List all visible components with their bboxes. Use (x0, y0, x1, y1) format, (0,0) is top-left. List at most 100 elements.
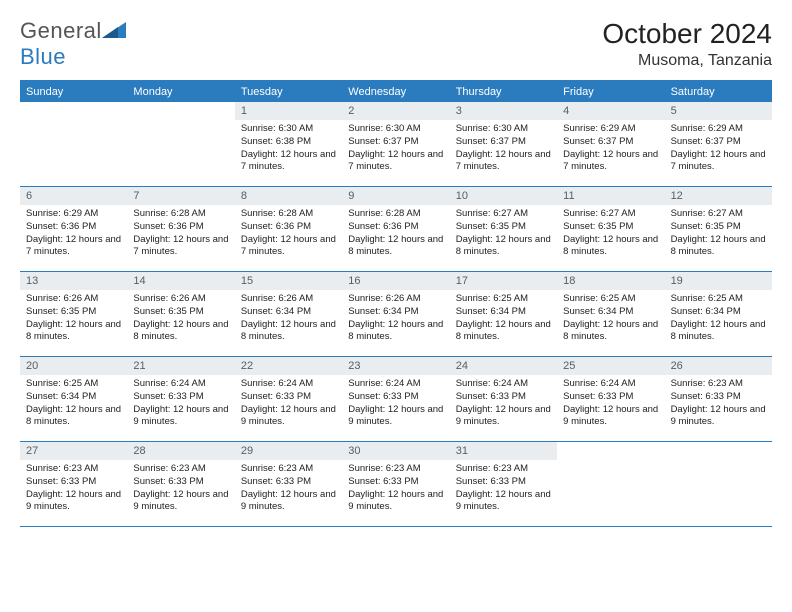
daylight-line: Daylight: 12 hours and 7 minutes. (241, 149, 336, 175)
calendar-day: 4Sunrise: 6:29 AMSunset: 6:37 PMDaylight… (557, 102, 664, 186)
calendar-day: 9Sunrise: 6:28 AMSunset: 6:36 PMDaylight… (342, 187, 449, 271)
sunrise-line: Sunrise: 6:25 AM (671, 293, 766, 306)
daylight-line: Daylight: 12 hours and 7 minutes. (241, 234, 336, 260)
daylight-line: Daylight: 12 hours and 9 minutes. (456, 489, 551, 515)
sunrise-line: Sunrise: 6:28 AM (241, 208, 336, 221)
dow-cell: Saturday (665, 82, 772, 102)
calendar-day: 28Sunrise: 6:23 AMSunset: 6:33 PMDayligh… (127, 442, 234, 526)
day-details: Sunrise: 6:23 AMSunset: 6:33 PMDaylight:… (235, 460, 342, 518)
sunset-line: Sunset: 6:33 PM (456, 391, 551, 404)
calendar-week: 6Sunrise: 6:29 AMSunset: 6:36 PMDaylight… (20, 187, 772, 272)
day-number: 15 (235, 272, 342, 290)
daylight-line: Daylight: 12 hours and 9 minutes. (26, 489, 121, 515)
calendar-day: 31Sunrise: 6:23 AMSunset: 6:33 PMDayligh… (450, 442, 557, 526)
calendar-week: 1Sunrise: 6:30 AMSunset: 6:38 PMDaylight… (20, 102, 772, 187)
day-of-week-header: SundayMondayTuesdayWednesdayThursdayFrid… (20, 82, 772, 102)
day-number: 29 (235, 442, 342, 460)
day-details: Sunrise: 6:24 AMSunset: 6:33 PMDaylight:… (127, 375, 234, 433)
sunrise-line: Sunrise: 6:26 AM (348, 293, 443, 306)
calendar-day: 20Sunrise: 6:25 AMSunset: 6:34 PMDayligh… (20, 357, 127, 441)
sunset-line: Sunset: 6:33 PM (348, 391, 443, 404)
day-details: Sunrise: 6:25 AMSunset: 6:34 PMDaylight:… (450, 290, 557, 348)
calendar-day: 13Sunrise: 6:26 AMSunset: 6:35 PMDayligh… (20, 272, 127, 356)
daylight-line: Daylight: 12 hours and 8 minutes. (671, 319, 766, 345)
calendar-day: 19Sunrise: 6:25 AMSunset: 6:34 PMDayligh… (665, 272, 772, 356)
sunrise-line: Sunrise: 6:26 AM (133, 293, 228, 306)
sunset-line: Sunset: 6:35 PM (456, 221, 551, 234)
day-number: 16 (342, 272, 449, 290)
sunrise-line: Sunrise: 6:23 AM (671, 378, 766, 391)
calendar-day: 30Sunrise: 6:23 AMSunset: 6:33 PMDayligh… (342, 442, 449, 526)
sunset-line: Sunset: 6:33 PM (26, 476, 121, 489)
sunset-line: Sunset: 6:34 PM (241, 306, 336, 319)
logo-text: General Blue (20, 18, 126, 70)
sunset-line: Sunset: 6:34 PM (26, 391, 121, 404)
calendar-day: 1Sunrise: 6:30 AMSunset: 6:38 PMDaylight… (235, 102, 342, 186)
day-number: 4 (557, 102, 664, 120)
daylight-line: Daylight: 12 hours and 7 minutes. (348, 149, 443, 175)
calendar-day: 14Sunrise: 6:26 AMSunset: 6:35 PMDayligh… (127, 272, 234, 356)
dow-cell: Tuesday (235, 82, 342, 102)
calendar-day: 5Sunrise: 6:29 AMSunset: 6:37 PMDaylight… (665, 102, 772, 186)
sunrise-line: Sunrise: 6:24 AM (563, 378, 658, 391)
day-details: Sunrise: 6:30 AMSunset: 6:38 PMDaylight:… (235, 120, 342, 178)
day-number: 5 (665, 102, 772, 120)
sunrise-line: Sunrise: 6:26 AM (26, 293, 121, 306)
day-details: Sunrise: 6:30 AMSunset: 6:37 PMDaylight:… (450, 120, 557, 178)
daylight-line: Daylight: 12 hours and 8 minutes. (241, 319, 336, 345)
day-number: 30 (342, 442, 449, 460)
daylight-line: Daylight: 12 hours and 9 minutes. (348, 489, 443, 515)
sunrise-line: Sunrise: 6:30 AM (348, 123, 443, 136)
day-details: Sunrise: 6:24 AMSunset: 6:33 PMDaylight:… (450, 375, 557, 433)
header: General Blue October 2024 Musoma, Tanzan… (20, 18, 772, 70)
daylight-line: Daylight: 12 hours and 8 minutes. (133, 319, 228, 345)
day-number: 10 (450, 187, 557, 205)
daylight-line: Daylight: 12 hours and 9 minutes. (671, 404, 766, 430)
day-number: 24 (450, 357, 557, 375)
day-number: 11 (557, 187, 664, 205)
sunset-line: Sunset: 6:37 PM (671, 136, 766, 149)
calendar-day: 24Sunrise: 6:24 AMSunset: 6:33 PMDayligh… (450, 357, 557, 441)
calendar-day-empty (665, 442, 772, 526)
day-number: 22 (235, 357, 342, 375)
logo: General Blue (20, 18, 126, 70)
sunset-line: Sunset: 6:35 PM (671, 221, 766, 234)
day-number: 18 (557, 272, 664, 290)
sunset-line: Sunset: 6:34 PM (563, 306, 658, 319)
day-details: Sunrise: 6:23 AMSunset: 6:33 PMDaylight:… (450, 460, 557, 518)
logo-triangle-icon (102, 22, 126, 38)
sunrise-line: Sunrise: 6:24 AM (348, 378, 443, 391)
daylight-line: Daylight: 12 hours and 8 minutes. (563, 234, 658, 260)
sunset-line: Sunset: 6:36 PM (26, 221, 121, 234)
day-details: Sunrise: 6:24 AMSunset: 6:33 PMDaylight:… (235, 375, 342, 433)
sunrise-line: Sunrise: 6:23 AM (456, 463, 551, 476)
sunset-line: Sunset: 6:33 PM (563, 391, 658, 404)
sunset-line: Sunset: 6:33 PM (671, 391, 766, 404)
calendar-day: 23Sunrise: 6:24 AMSunset: 6:33 PMDayligh… (342, 357, 449, 441)
daylight-line: Daylight: 12 hours and 8 minutes. (671, 234, 766, 260)
daylight-line: Daylight: 12 hours and 9 minutes. (348, 404, 443, 430)
day-number: 17 (450, 272, 557, 290)
day-details: Sunrise: 6:29 AMSunset: 6:36 PMDaylight:… (20, 205, 127, 263)
dow-cell: Friday (557, 82, 664, 102)
logo-word-general: General (20, 18, 102, 43)
day-details: Sunrise: 6:28 AMSunset: 6:36 PMDaylight:… (235, 205, 342, 263)
day-details: Sunrise: 6:28 AMSunset: 6:36 PMDaylight:… (342, 205, 449, 263)
daylight-line: Daylight: 12 hours and 7 minutes. (456, 149, 551, 175)
calendar-day: 12Sunrise: 6:27 AMSunset: 6:35 PMDayligh… (665, 187, 772, 271)
day-number: 12 (665, 187, 772, 205)
day-details: Sunrise: 6:24 AMSunset: 6:33 PMDaylight:… (557, 375, 664, 433)
sunrise-line: Sunrise: 6:29 AM (671, 123, 766, 136)
day-number: 27 (20, 442, 127, 460)
day-number: 8 (235, 187, 342, 205)
calendar-day-empty (127, 102, 234, 186)
sunrise-line: Sunrise: 6:29 AM (26, 208, 121, 221)
day-details: Sunrise: 6:30 AMSunset: 6:37 PMDaylight:… (342, 120, 449, 178)
day-details: Sunrise: 6:23 AMSunset: 6:33 PMDaylight:… (342, 460, 449, 518)
sunrise-line: Sunrise: 6:23 AM (26, 463, 121, 476)
sunset-line: Sunset: 6:34 PM (348, 306, 443, 319)
day-details: Sunrise: 6:23 AMSunset: 6:33 PMDaylight:… (127, 460, 234, 518)
day-details: Sunrise: 6:23 AMSunset: 6:33 PMDaylight:… (20, 460, 127, 518)
day-number: 3 (450, 102, 557, 120)
sunrise-line: Sunrise: 6:23 AM (241, 463, 336, 476)
